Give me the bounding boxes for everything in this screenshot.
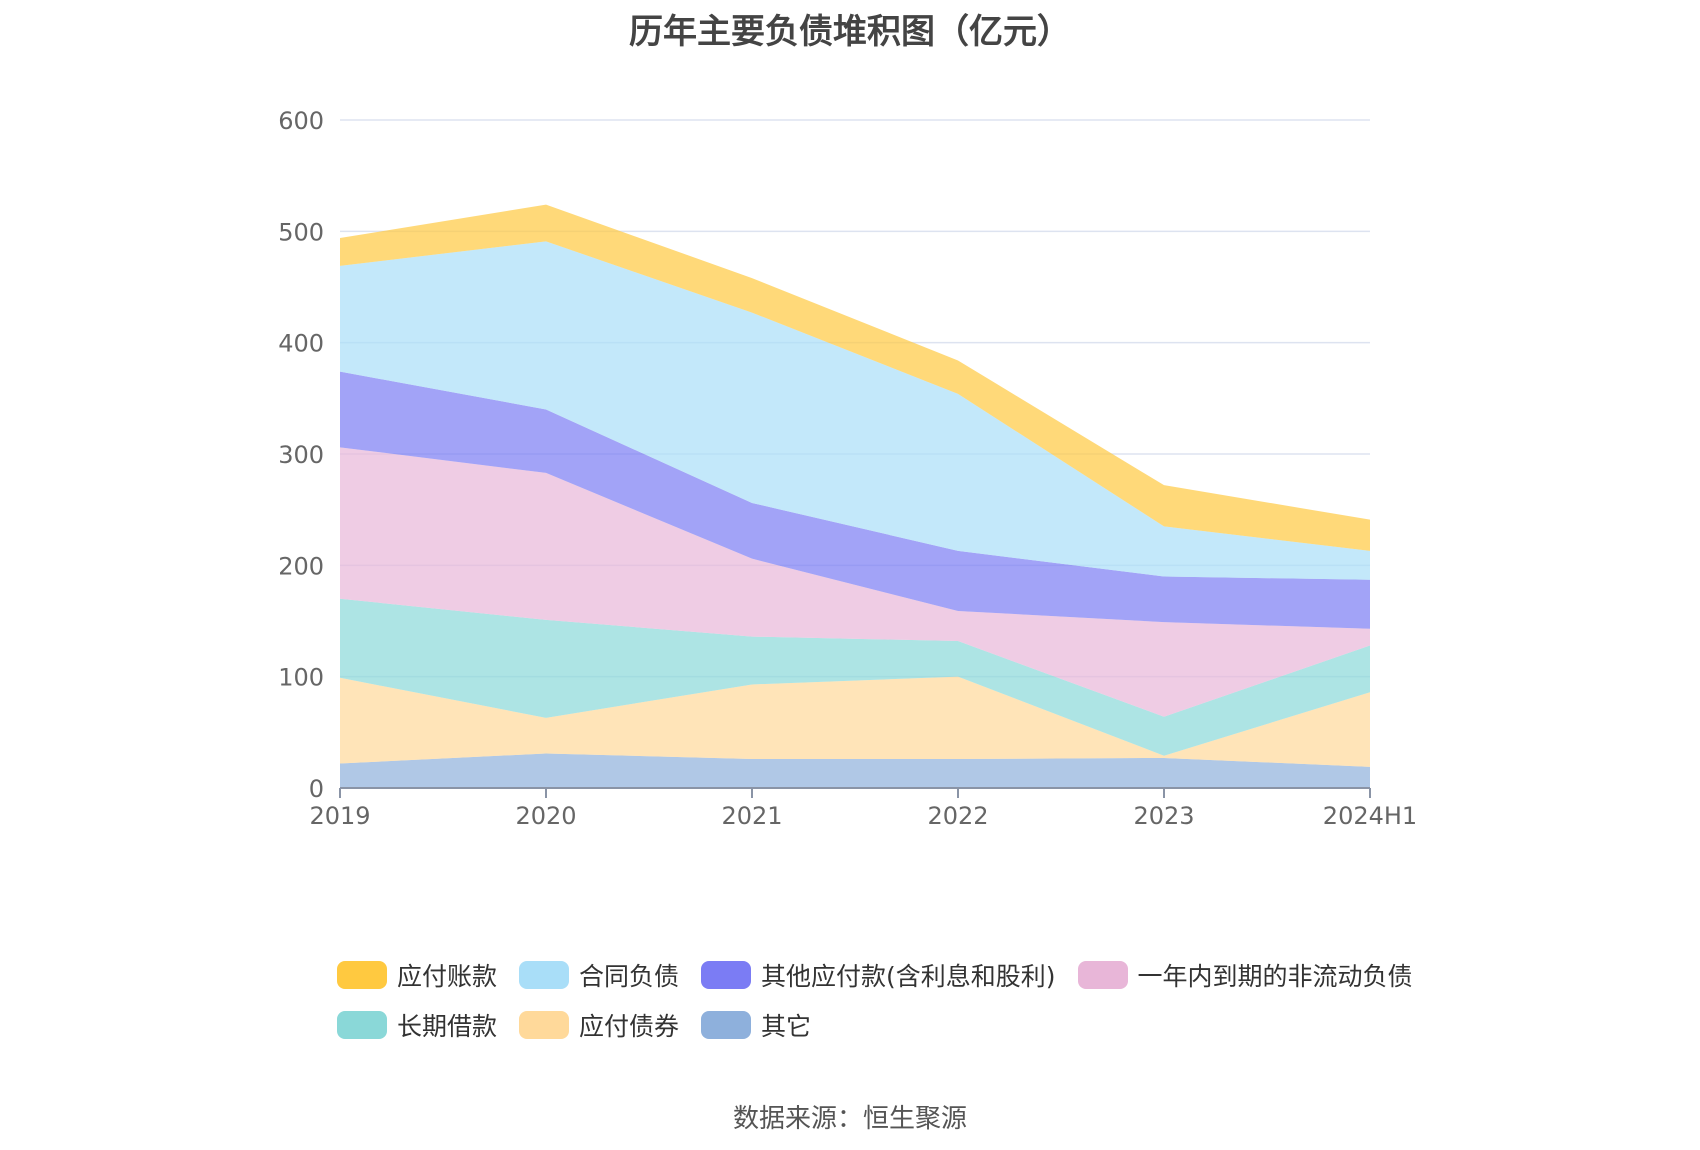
x-tick-label: 2019 bbox=[309, 802, 370, 830]
x-tick-label: 2022 bbox=[927, 802, 988, 830]
legend-label: 一年内到期的非流动负债 bbox=[1137, 962, 1413, 991]
area-series-1 bbox=[340, 676, 1370, 767]
y-tick-label: 200 bbox=[278, 552, 324, 580]
legend-item[interactable]: 合同负债 bbox=[519, 950, 679, 1000]
source-note: 数据来源：恒生聚源 bbox=[732, 1104, 967, 1134]
area-series-0 bbox=[340, 753, 1370, 788]
area-series-6 bbox=[340, 204, 1370, 551]
x-tick-label: 2023 bbox=[1133, 802, 1194, 830]
axes: 0 100 200 300 400 500 600 2019 2020 2021 2022 2023 2… bbox=[278, 107, 1417, 830]
legend-label: 长期借款 bbox=[397, 1012, 498, 1041]
legend-label: 其它 bbox=[761, 1012, 812, 1041]
area-series-4 bbox=[340, 371, 1370, 629]
legend-item[interactable]: 应付债券 bbox=[519, 1000, 679, 1050]
y-tick-label: 300 bbox=[278, 441, 324, 469]
y-tick-label: 500 bbox=[278, 218, 324, 246]
area-series-5 bbox=[340, 241, 1370, 580]
area-series-3 bbox=[340, 447, 1370, 717]
area-layer bbox=[340, 204, 1370, 788]
legend-item[interactable]: 其它 bbox=[701, 1000, 811, 1050]
legend-item[interactable]: 应付账款 bbox=[337, 950, 497, 1000]
legend-item[interactable]: 其他应付款(含利息和股利) bbox=[701, 950, 1056, 1000]
x-tick-label: 2020 bbox=[515, 802, 576, 830]
legend-label: 其他应付款(含利息和股利) bbox=[761, 962, 1056, 991]
y-tick-label: 100 bbox=[278, 664, 324, 692]
legend-label: 应付账款 bbox=[397, 962, 498, 991]
legend-swatch bbox=[519, 961, 570, 989]
legend-label: 合同负债 bbox=[579, 962, 680, 991]
area-series-2 bbox=[340, 598, 1370, 756]
legend-swatch bbox=[701, 961, 752, 989]
legend-swatch bbox=[1077, 961, 1128, 989]
legend-label: 应付债券 bbox=[579, 1012, 680, 1041]
legend-swatch bbox=[701, 1011, 752, 1039]
chart-title: 历年主要负债堆积图（亿元） bbox=[629, 12, 1071, 52]
x-tick-label: 2021 bbox=[721, 802, 782, 830]
legend-swatch bbox=[337, 1011, 387, 1039]
y-tick-label: 0 bbox=[309, 775, 324, 803]
legend-item[interactable]: 长期借款 bbox=[337, 1000, 497, 1050]
legend-swatch bbox=[337, 961, 387, 989]
y-tick-label: 600 bbox=[278, 107, 324, 135]
legend-swatch bbox=[519, 1011, 570, 1039]
legend: 应付账款 合同负债 其他应付款(含利息和股利) 一年内到期的非流动负债长期借款 应付债券… bbox=[337, 950, 1437, 1050]
legend-item[interactable]: 一年内到期的非流动负债 bbox=[1077, 950, 1413, 1000]
x-tick-label: 2024H1 bbox=[1323, 802, 1417, 830]
y-tick-label: 400 bbox=[278, 330, 324, 358]
